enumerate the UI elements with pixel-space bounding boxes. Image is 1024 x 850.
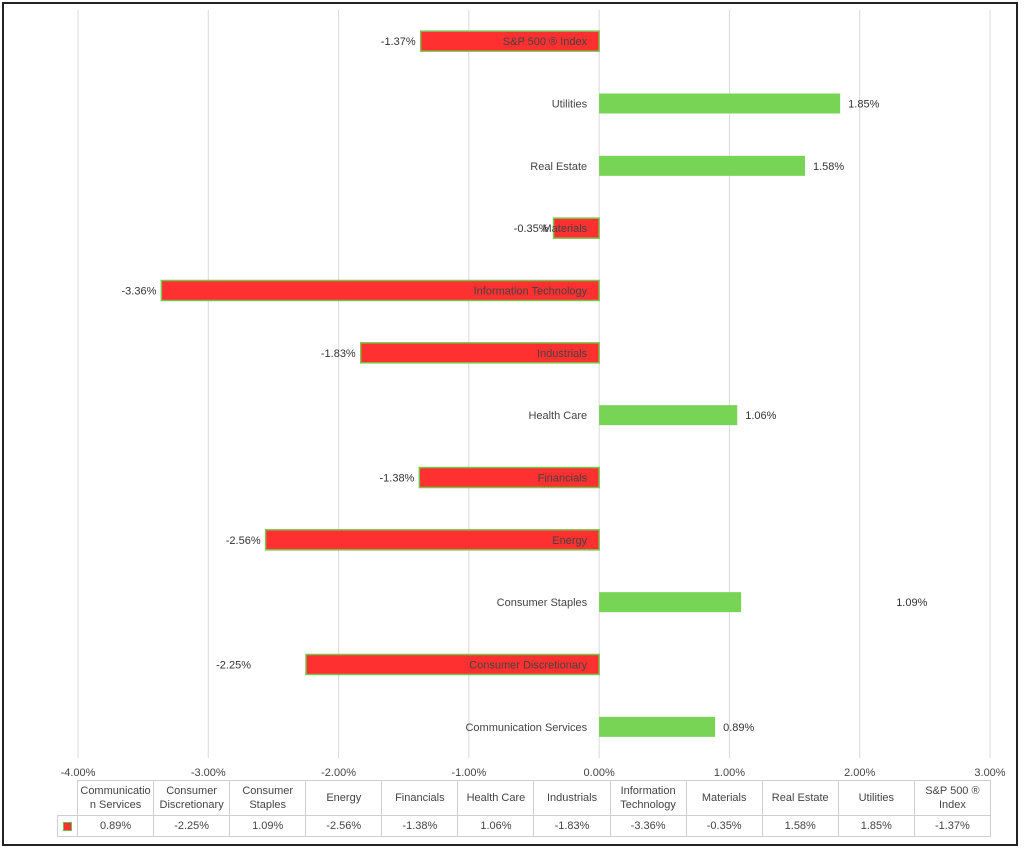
data-table-header-cell: Real Estate <box>761 780 839 816</box>
data-table-header-cell: Financials <box>381 780 459 816</box>
data-label: -1.83% <box>321 348 356 360</box>
data-table-value-cell: -0.35% <box>685 815 763 837</box>
x-tick-label: 3.00% <box>974 767 1005 779</box>
data-label: -0.35% <box>514 223 549 235</box>
data-label: 0.89% <box>723 722 754 734</box>
x-tick-label: -4.00% <box>61 767 96 779</box>
data-table-header-cell: Energy <box>305 780 383 816</box>
bar <box>264 529 600 551</box>
x-tick-label: 1.00% <box>714 767 745 779</box>
data-table-value-cell: 1.58% <box>761 815 839 837</box>
data-table-header-cell: Consumer Discretionary <box>153 780 231 816</box>
x-tick-label: 2.00% <box>844 767 875 779</box>
bar <box>599 405 738 426</box>
data-table-value-cell: 1.06% <box>457 815 535 837</box>
data-label: -3.36% <box>122 286 157 298</box>
category-label: Communication Services <box>465 722 587 734</box>
bar <box>552 217 600 239</box>
category-label: Real Estate <box>530 161 587 173</box>
data-table-value-cell: 1.85% <box>837 815 915 837</box>
data-table-header-cell: Information Technology <box>609 780 687 816</box>
legend-key-icon <box>63 821 72 831</box>
data-table-value-cell: -1.37% <box>913 815 991 837</box>
data-table-header-cell: Consumer Staples <box>229 780 307 816</box>
x-tick-label: -2.00% <box>321 767 356 779</box>
bar-chart: -4.00% -3.00% -2.00% -1.00% 0.00% 1.00% 2.00% 3… <box>61 10 1006 779</box>
category-label: Utilities <box>552 99 588 111</box>
bar <box>305 653 600 676</box>
data-table-value-cell: -2.56% <box>305 815 383 837</box>
x-tick-label: -3.00% <box>191 767 226 779</box>
category-label: Energy <box>552 535 587 547</box>
category-label: Consumer Staples <box>497 597 588 609</box>
data-table-header-cell: S&P 500 ® Index <box>913 780 991 816</box>
category-label: Information Technology <box>474 286 588 298</box>
data-table-header-cell: Utilities <box>837 780 915 816</box>
data-label: 1.85% <box>848 99 879 111</box>
data-label: 1.09% <box>896 597 927 609</box>
data-table: Communicatio n Services Consumer Discreti… <box>57 780 991 837</box>
data-table-value-cell: -1.38% <box>381 815 459 837</box>
data-table-header-row: Communicatio n Services Consumer Discreti… <box>57 780 991 816</box>
data-table-value-row: 0.89% -2.25% 1.09% -2.56% -1.38% 1.06% -1.83% -… <box>57 815 991 837</box>
data-table-value-cell: -3.36% <box>609 815 687 837</box>
bar <box>160 279 600 302</box>
category-label: Industrials <box>537 348 588 360</box>
category-label: Consumer Discretionary <box>469 660 587 672</box>
data-label: 1.06% <box>745 410 776 422</box>
data-table-value-cell: 1.09% <box>229 815 307 837</box>
data-table-value-cell: 0.89% <box>76 815 155 837</box>
data-label: 1.58% <box>813 161 844 173</box>
bar <box>599 155 805 176</box>
bar <box>599 592 742 613</box>
legend-key-cell <box>57 815 78 837</box>
x-tick-label: -1.00% <box>451 767 486 779</box>
data-table-value-cell: -1.83% <box>533 815 611 837</box>
data-label: -2.56% <box>226 535 261 547</box>
data-label: -1.37% <box>381 36 416 48</box>
data-table-header-cell: Materials <box>685 780 763 816</box>
data-table-value-cell: -2.25% <box>153 815 231 837</box>
category-label: Materials <box>543 223 588 235</box>
category-label: Health Care <box>528 410 587 422</box>
data-label: -1.38% <box>379 473 414 485</box>
data-table-header-cell: Communicatio n Services <box>76 780 155 816</box>
bar <box>418 466 600 489</box>
data-table-corner <box>57 780 78 816</box>
data-label: -2.25% <box>216 660 251 672</box>
data-table-header-cell: Health Care <box>457 780 535 816</box>
bar <box>599 93 841 114</box>
bar <box>599 716 716 737</box>
category-label: Financials <box>538 473 588 485</box>
bar <box>359 342 600 364</box>
data-table-header-cell: Industrials <box>533 780 611 816</box>
bar <box>419 30 600 52</box>
x-tick-label: 0.00% <box>584 767 615 779</box>
category-label: S&P 500 ® Index <box>503 36 588 48</box>
